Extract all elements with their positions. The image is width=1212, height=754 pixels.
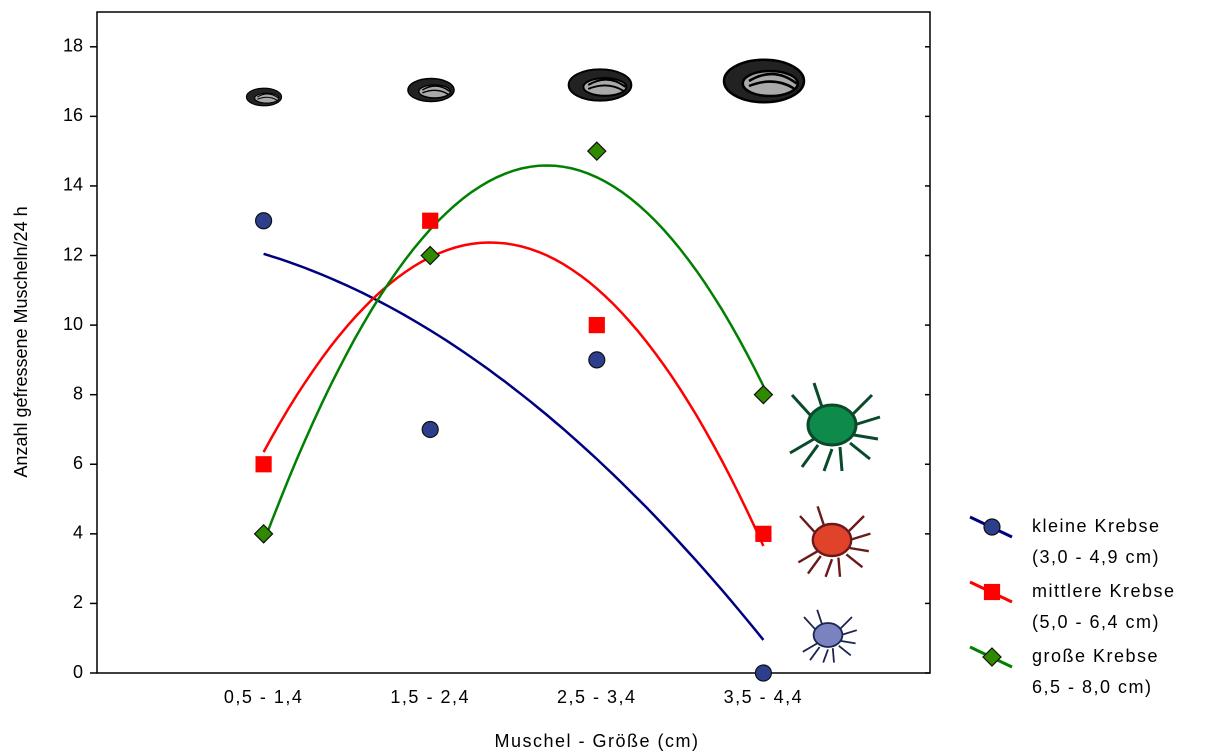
marker: [983, 518, 1001, 536]
marker: [588, 351, 606, 369]
legend-marker: [982, 647, 1002, 667]
legend-label: mittlere Krebse (5,0 - 6,4 cm): [1032, 581, 1176, 632]
trend-line: [262, 164, 765, 543]
marker: [420, 245, 441, 266]
marker: [586, 141, 607, 162]
x-tick-label: 0,5 - 1,4: [224, 687, 304, 707]
y-tick-label: 8: [73, 383, 83, 403]
y-tick-label: 12: [63, 244, 83, 264]
marker: [983, 583, 1001, 601]
mussel-icons: [245, 58, 806, 107]
marker: [422, 212, 439, 229]
y-tick-label: 2: [73, 592, 83, 612]
trend-line: [262, 241, 765, 547]
y-tick-label: 0: [73, 662, 83, 682]
x-tick-label: 2,5 - 3,4: [557, 687, 637, 707]
x-tick-label: 3,5 - 4,4: [724, 687, 804, 707]
y-tick-label: 14: [63, 175, 83, 195]
legend-label: große Krebse 6,5 - 8,0 cm): [1032, 646, 1160, 697]
marker: [754, 664, 773, 682]
marker: [421, 420, 439, 439]
y-axis-label: Anzahl gefressene Muscheln/24 h: [11, 206, 31, 477]
y-tick-label: 4: [73, 523, 83, 543]
marker: [253, 523, 274, 544]
marker: [755, 525, 772, 542]
x-tick-label: 1,5 - 2,4: [390, 687, 470, 707]
trend-line: [263, 252, 765, 641]
marker: [753, 384, 774, 405]
x-axis-label: Muschel - Größe (cm): [494, 731, 699, 751]
marker: [588, 317, 605, 334]
y-tick-label: 6: [73, 453, 83, 473]
y-tick-label: 16: [63, 105, 83, 125]
legend-marker: [983, 518, 1001, 536]
marker: [255, 212, 273, 230]
marker: [982, 647, 1002, 667]
y-tick-label: 18: [63, 36, 83, 56]
plot-frame: [96, 11, 931, 674]
legend-marker: [983, 583, 1001, 601]
crab-icons: [789, 382, 881, 663]
marker: [255, 456, 272, 473]
legend-label: kleine Krebse (3,0 - 4,9 cm): [1032, 516, 1161, 567]
y-tick-label: 10: [63, 314, 83, 334]
